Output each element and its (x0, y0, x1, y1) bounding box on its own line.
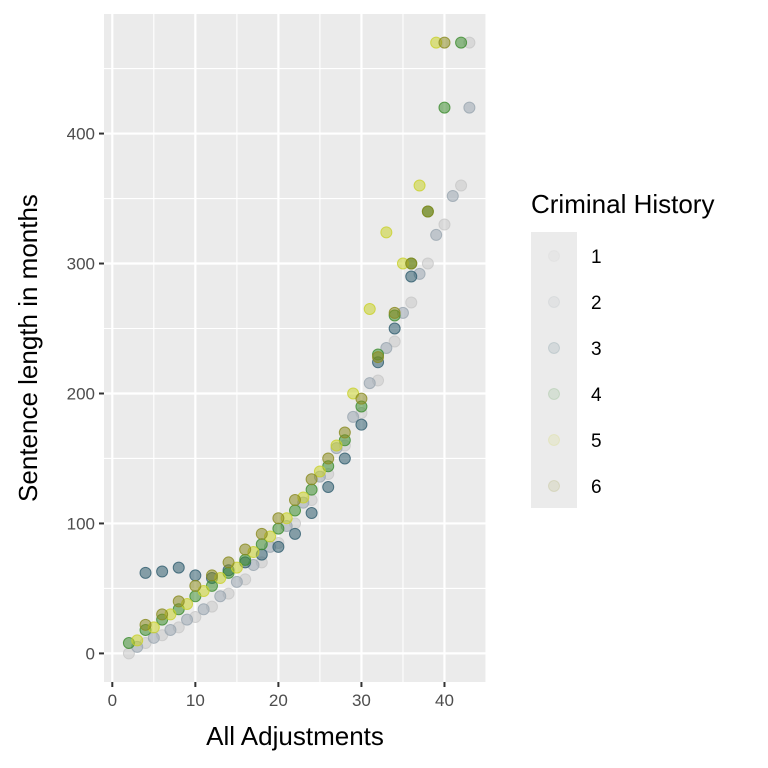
legend-key (548, 342, 560, 354)
legend-key (548, 434, 560, 446)
panel-background (104, 14, 486, 682)
data-point-series-3 (355, 418, 368, 431)
data-point-series-2 (230, 575, 243, 588)
data-point-series-6 (239, 543, 252, 556)
data-point-series-1 (438, 218, 451, 231)
data-point-series-2 (363, 377, 376, 390)
legend-label: 6 (591, 477, 602, 498)
data-point-series-6 (139, 618, 152, 631)
x-tick-label: 20 (269, 691, 288, 710)
y-tick-label: 200 (67, 384, 95, 403)
data-point-series-6 (172, 595, 185, 608)
data-point-series-6 (438, 36, 451, 49)
data-point-series-6 (156, 608, 169, 621)
legend-key (548, 388, 560, 400)
y-tick-label: 400 (67, 125, 95, 144)
data-point-series-3 (305, 507, 318, 520)
data-point-series-1 (455, 179, 468, 192)
data-point-series-6 (305, 473, 318, 486)
legend-key (548, 480, 560, 492)
data-point-series-5 (380, 226, 393, 239)
data-point-series-3 (172, 561, 185, 574)
data-point-series-3 (289, 527, 301, 540)
data-point-series-6 (189, 579, 202, 592)
data-point-series-6 (322, 452, 335, 465)
data-point-series-1 (388, 335, 401, 348)
data-point-series-6 (388, 306, 401, 319)
legend-label: 4 (591, 385, 602, 406)
y-tick-label: 0 (86, 644, 95, 663)
x-tick-label: 0 (108, 691, 117, 710)
data-point-series-6 (255, 527, 268, 540)
data-point-series-2 (463, 101, 476, 114)
legend-key (548, 250, 560, 262)
data-point-series-2 (430, 228, 443, 241)
x-axis-title: All Adjustments (206, 721, 384, 751)
y-tick-label: 300 (67, 255, 95, 274)
data-point-series-6 (222, 556, 235, 569)
data-point-series-5 (363, 303, 376, 316)
legend-key-background (531, 232, 577, 508)
data-point-series-5 (313, 465, 326, 478)
data-point-series-6 (372, 351, 385, 364)
data-point-series-6 (205, 569, 218, 582)
data-point-series-6 (338, 426, 351, 439)
data-point-series-4 (455, 36, 468, 49)
data-point-series-2 (181, 613, 194, 626)
x-tick-label: 30 (352, 691, 371, 710)
data-point-series-6 (405, 257, 418, 270)
data-point-series-2 (197, 603, 210, 616)
data-point-series-2 (347, 410, 360, 423)
data-point-series-3 (272, 540, 285, 553)
data-point-series-5 (413, 179, 426, 192)
data-point-series-3 (322, 481, 335, 494)
data-point-series-1 (405, 296, 418, 309)
data-points (122, 36, 476, 660)
data-point-series-6 (355, 392, 368, 405)
data-point-series-2 (446, 189, 459, 202)
data-point-series-3 (139, 566, 152, 579)
data-point-series-5 (330, 439, 343, 452)
legend-label: 3 (591, 339, 602, 360)
data-point-series-6 (289, 494, 301, 507)
data-point-series-6 (272, 512, 285, 525)
x-tick-label: 40 (435, 691, 454, 710)
legend-title: Criminal History (531, 189, 714, 219)
data-point-series-3 (189, 569, 202, 582)
data-point-series-5 (131, 634, 144, 647)
legend-label: 2 (591, 293, 602, 314)
legend-label: 1 (591, 247, 602, 268)
data-point-series-1 (421, 257, 434, 270)
data-point-series-2 (214, 590, 227, 603)
data-point-series-3 (156, 565, 169, 578)
data-point-series-4 (438, 101, 451, 114)
x-tick-label: 10 (186, 691, 205, 710)
data-point-series-2 (380, 342, 393, 354)
legend-label: 5 (591, 431, 602, 452)
data-point-series-6 (421, 205, 434, 218)
y-axis-title: Sentence length in months (13, 194, 43, 502)
legend: 1 2 3 4 5 6 (531, 232, 602, 508)
data-point-series-3 (405, 270, 418, 283)
data-point-series-3 (388, 322, 401, 335)
legend-key (548, 296, 560, 308)
data-point-series-3 (338, 452, 351, 465)
y-tick-label: 100 (67, 514, 95, 533)
data-point-series-2 (164, 624, 177, 637)
